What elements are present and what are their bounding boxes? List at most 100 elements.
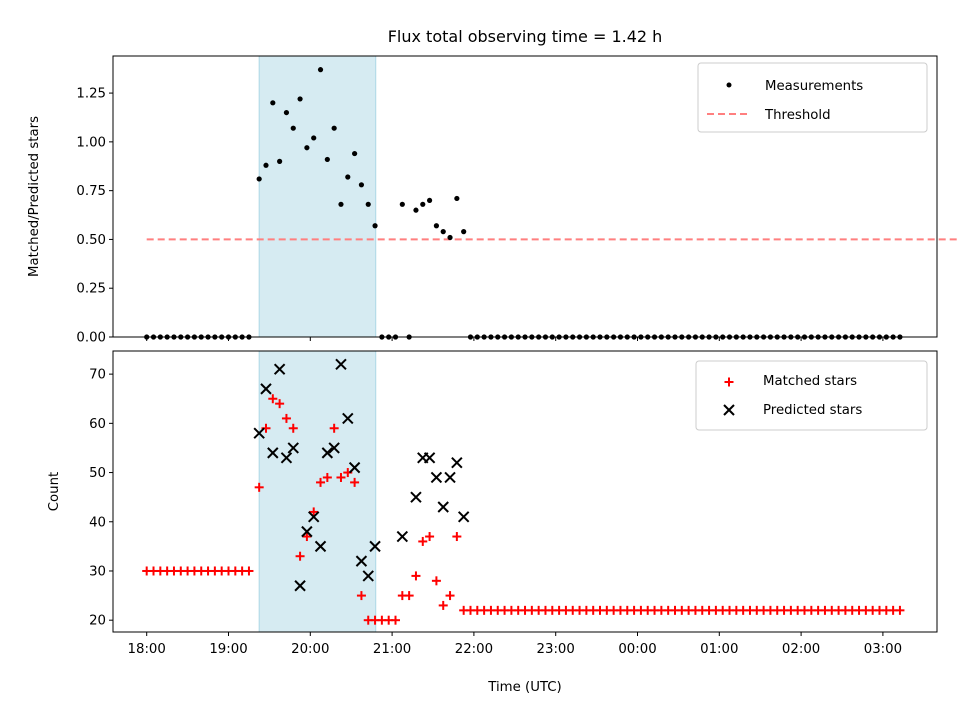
y-tick-label: 0.00 [76,331,106,346]
matched-star-point [275,399,285,409]
x-stroke [335,358,347,370]
predicted-star-point [451,457,463,469]
ratio-axes-frame [112,55,938,338]
x-marker [723,404,735,416]
count-legend-box [695,360,928,431]
matched-star-point [309,507,319,517]
matched-star-point [268,394,278,404]
x-stroke [287,442,299,454]
ratio-y-axis-label: Matched/Predicted stars [27,116,42,277]
x-tick-label: 22:00 [455,642,493,657]
x-stroke [280,452,293,464]
ratio-legend: Measurements Threshold [697,62,928,133]
predicted-star-point [369,540,381,553]
count-panel: 20 30 40 50 60 70 18:00 19:00 20:00 21:00 22:00 23… [47,350,938,695]
predicted-star-point [328,442,340,454]
y-tick-label: 0.75 [76,184,106,199]
ratio-legend-box [697,62,928,133]
x-tick-label: 00:00 [618,642,656,657]
measurement-point [324,156,330,163]
count-points [142,358,905,625]
predicted-star-point [273,363,286,375]
x-tick-label: 02:00 [782,642,820,657]
x-tick-label: 19:00 [209,642,247,657]
predicted-star-point [342,412,354,425]
x-stroke [362,570,374,582]
x-stroke [451,457,463,469]
x-stroke [355,555,368,567]
matched-star-point [316,477,326,487]
observing-window-span [258,350,377,633]
measurement-point [311,135,317,141]
count-x-ticks: 18:00 19:00 20:00 21:00 22:00 23:00 00:00 01:00… [128,632,902,657]
measurement-point [352,150,358,157]
x-tick-label: 20:00 [291,642,329,657]
measurement-point [413,207,419,213]
predicted-star-point [280,452,293,464]
legend-predicted-label: Predicted stars [763,403,862,418]
y-tick-label: 1.25 [76,87,106,102]
matched-star-point [295,551,305,561]
count-legend: Matched stars Predicted stars [695,360,928,431]
predicted-star-point [267,447,279,459]
measurement-point [270,100,276,106]
y-tick-label: 30 [89,564,106,579]
measurement-point [345,174,351,180]
count-axes-frame [112,350,938,633]
legend-matched-label: Matched stars [763,374,857,389]
measurement-point [263,162,269,168]
predicted-star-point [348,461,361,474]
measurement-point [372,223,378,229]
x-stroke [369,540,381,553]
predicted-star-point [430,471,443,484]
matched-star-point [445,591,455,601]
measurement-point [399,201,405,207]
predicted-star-point [321,447,334,459]
predicted-star-point [260,383,272,395]
measurement-point [433,223,440,229]
x-stroke [410,491,422,503]
observing-window-span [258,55,377,338]
x-stroke [267,447,279,459]
y-tick-label: 60 [89,417,106,432]
ratio-panel: 0.00 0.25 0.50 0.75 1.00 1.25 Flux total obse… [27,27,960,346]
y-tick-label: 0.50 [76,233,106,248]
matched-star-point [329,423,339,433]
x-stroke [430,471,443,484]
ratio-y-ticks: 0.00 0.25 0.50 0.75 1.00 1.25 [76,87,113,346]
predicted-star-point [253,427,265,439]
x-axis-label: Time (UTC) [487,680,562,695]
matched-star-point [350,477,360,487]
predicted-star-point [355,555,368,567]
measurement-point [304,145,310,151]
legend-predicted-marker [723,404,735,416]
measurement-point [461,229,467,235]
predicted-star-point [423,452,436,464]
y-tick-label: 1.00 [76,135,106,150]
x-stroke [314,540,327,553]
legend-matched-marker [724,377,734,387]
matched-star-point [281,413,291,423]
x-tick-label: 23:00 [537,642,575,657]
measurement-point [283,109,290,116]
x-stroke [294,580,306,592]
x-stroke [437,501,449,513]
x-stroke [328,442,340,454]
predicted-star-point [308,511,320,523]
x-stroke [273,363,286,375]
measurement-point [256,176,262,182]
matched-star-point [391,615,401,625]
legend-measurements-marker [726,82,732,88]
x-stroke [723,404,735,416]
x-tick-label: 21:00 [373,642,411,657]
matched-star-point [411,571,421,581]
predicted-star-point [287,442,299,454]
measurement-point [317,67,324,73]
predicted-star-point [437,501,449,513]
ratio-x-ticks [146,337,884,341]
y-tick-label: 20 [89,614,106,629]
matched-star-point [254,482,264,492]
x-stroke [301,525,313,538]
predicted-star-point [294,580,306,592]
measurement-point [297,96,303,102]
